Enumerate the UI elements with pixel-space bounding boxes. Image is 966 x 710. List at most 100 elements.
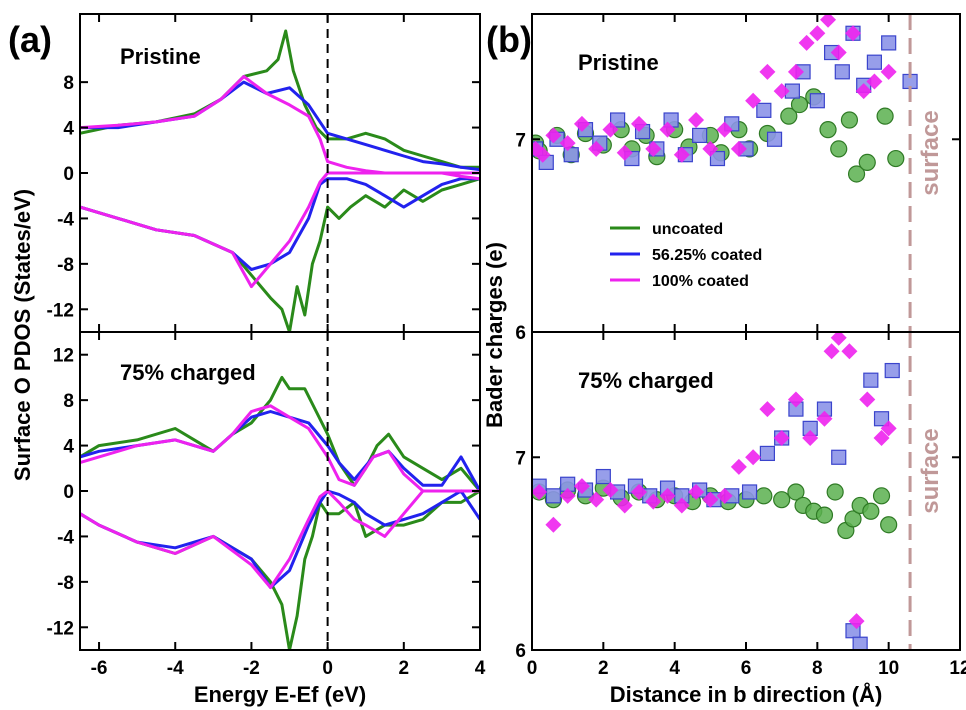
point-uncoated <box>787 483 805 501</box>
x-tick-label: 2 <box>598 658 609 679</box>
point-100-coated <box>730 140 747 157</box>
point-100-coated <box>673 497 690 514</box>
point-100-coated <box>830 44 847 61</box>
point-100-coated <box>702 140 719 157</box>
point-100-coated <box>787 391 804 408</box>
point-100-coated <box>820 14 837 28</box>
point-uncoated <box>844 510 862 528</box>
x-tick-label: 0 <box>322 658 333 679</box>
point-100-coated <box>588 491 605 508</box>
y-tick-label: -4 <box>57 527 74 548</box>
x-tick-label: 0 <box>527 658 538 679</box>
x-tick-label: 4 <box>475 658 486 679</box>
point-100-coated <box>880 63 897 80</box>
point-100-coated <box>545 516 562 533</box>
subplot-annotation: Pristine <box>578 50 659 75</box>
y-tick-label: 4 <box>63 437 74 458</box>
point-100-coated <box>602 121 619 138</box>
point-56-coated <box>741 484 758 500</box>
point-56-coated <box>766 131 783 147</box>
point-100-coated <box>631 115 647 132</box>
y-tick-label: 7 <box>515 448 526 469</box>
y-tick-label: -8 <box>57 573 74 594</box>
point-100-coated <box>659 487 676 504</box>
point-100-coated <box>759 63 776 80</box>
y-axis-title: Surface O PDOS (States/eV) <box>10 189 35 481</box>
point-uncoated <box>872 487 891 505</box>
y-axis-title: Bader charges (e) <box>482 242 507 428</box>
point-100-coated <box>602 482 619 499</box>
point-100-coated <box>545 127 562 144</box>
point-100-coated <box>631 483 647 500</box>
point-uncoated <box>880 516 898 534</box>
point-100-coated <box>688 112 705 128</box>
point-56-coated <box>852 636 868 650</box>
y-tick-label: 6 <box>515 323 526 344</box>
pdos-line-56-25-coated <box>80 410 480 492</box>
point-100-coated <box>532 483 548 500</box>
point-100-coated <box>573 115 590 132</box>
x-tick-label: 2 <box>399 658 410 679</box>
point-100-coated <box>745 449 762 466</box>
x-tick-label: -2 <box>243 658 260 679</box>
point-uncoated <box>790 95 809 114</box>
x-axis-title: Energy E-Ef (eV) <box>194 682 366 707</box>
point-56-coated <box>866 54 883 70</box>
point-56-coated <box>756 102 772 118</box>
point-100-coated <box>787 63 804 80</box>
point-uncoated <box>830 140 848 158</box>
point-56-coated <box>709 150 726 167</box>
point-uncoated <box>858 153 876 171</box>
point-uncoated <box>780 107 798 125</box>
y-tick-label: 6 <box>515 641 526 662</box>
point-uncoated <box>755 487 773 505</box>
y-tick-label: 0 <box>63 164 74 185</box>
point-uncoated <box>840 111 859 129</box>
pdos-line-100-coated <box>80 171 480 289</box>
point-56-coated <box>545 488 562 504</box>
point-56-coated <box>831 449 847 465</box>
point-100-coated <box>534 146 551 163</box>
point-100-coated <box>880 420 897 437</box>
x-tick-label: 10 <box>878 658 899 679</box>
x-tick-label: 4 <box>669 658 680 679</box>
pdos-line-56-25-coated <box>80 489 480 589</box>
point-56-coated <box>884 362 900 379</box>
point-uncoated <box>815 506 834 524</box>
y-tick-label: 0 <box>63 482 74 503</box>
point-uncoated <box>773 491 791 509</box>
point-100-coated <box>716 487 733 504</box>
point-100-coated <box>559 487 576 504</box>
point-56-coated <box>692 127 708 144</box>
subplot-annotation: Pristine <box>120 44 201 69</box>
point-56-coated <box>863 372 879 388</box>
point-56-coated <box>595 468 611 485</box>
point-100-coated <box>759 401 776 418</box>
point-100-coated <box>645 493 662 510</box>
point-100-coated <box>802 430 819 446</box>
point-100-coated <box>716 121 733 138</box>
y-tick-label: 8 <box>63 73 74 94</box>
point-100-coated <box>616 144 633 161</box>
panel-label-b: (b) <box>486 19 532 60</box>
x-tick-label: 12 <box>949 658 966 679</box>
point-100-coated <box>823 343 840 360</box>
x-tick-label: -6 <box>91 658 108 679</box>
y-tick-label: 7 <box>515 130 526 151</box>
pdos-plot-area-2 <box>80 375 480 650</box>
point-56-coated <box>563 147 579 163</box>
point-100-coated <box>532 140 544 157</box>
point-100-coated <box>730 458 747 475</box>
point-uncoated <box>819 121 837 139</box>
point-uncoated <box>862 502 880 520</box>
pdos-line-uncoated <box>80 177 480 332</box>
point-100-coated <box>830 332 847 346</box>
point-56-coated <box>809 93 825 109</box>
point-100-coated <box>573 478 590 495</box>
legend-label-0: uncoated <box>652 221 723 238</box>
point-100-coated <box>845 25 861 42</box>
point-100-coated <box>688 483 705 500</box>
point-uncoated <box>847 165 866 183</box>
x-tick-label: 6 <box>741 658 752 679</box>
